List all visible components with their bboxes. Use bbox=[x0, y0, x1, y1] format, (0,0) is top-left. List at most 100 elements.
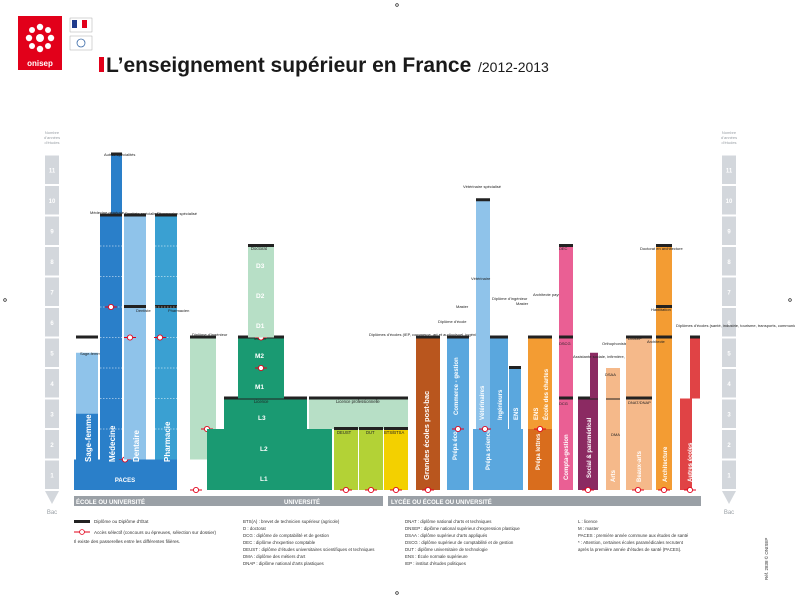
year-cell bbox=[722, 399, 736, 428]
year-cell bbox=[722, 369, 736, 398]
year-number: 1 bbox=[727, 473, 731, 479]
licence-label: Licence bbox=[254, 399, 269, 404]
pharmacie-cap-top bbox=[155, 213, 177, 217]
dcg-cap bbox=[559, 396, 573, 400]
l3-box bbox=[224, 398, 307, 429]
orthophoniste-label: Orthophoniste bbox=[602, 341, 628, 346]
year-cell bbox=[722, 430, 736, 459]
medecine-selective bbox=[107, 303, 115, 311]
architecte-paysagiste-label: Architecte paysagiste bbox=[533, 292, 572, 297]
ruler-caption: Nombre bbox=[45, 130, 60, 135]
social-label: Social & paramédical bbox=[587, 417, 593, 478]
legend-entry: BTS(A) : brevet de technicien supérieur … bbox=[243, 519, 340, 524]
ingenieurs-label: Ingénieurs bbox=[498, 389, 504, 420]
year-number: 7 bbox=[727, 290, 731, 296]
doctorat-archi-cap bbox=[656, 244, 672, 247]
year-cell bbox=[45, 430, 59, 459]
legend-entry: DNAT : diplôme national d’arts et techni… bbox=[405, 519, 492, 524]
d1-box bbox=[248, 307, 274, 338]
veterinaire-bar bbox=[476, 200, 490, 429]
dut-label: DUT bbox=[366, 430, 375, 435]
master-ens-label: Master bbox=[516, 301, 529, 306]
dentaire-mid bbox=[124, 215, 146, 307]
legend-entry: DUT : diplôme universitaire de technolog… bbox=[405, 547, 488, 552]
year-number: 1 bbox=[50, 473, 54, 479]
year-cell bbox=[722, 186, 736, 215]
ens-sciences-cap bbox=[509, 366, 521, 369]
dentaire-selective bbox=[126, 334, 134, 341]
architecte-cap bbox=[656, 335, 672, 339]
legend-entry: IEP : institut d’études politiques bbox=[405, 561, 467, 566]
m1-selective bbox=[257, 364, 265, 372]
legend-entry: PACES : première année commune aux étude… bbox=[578, 533, 689, 538]
ecole-chartes-label: École des chartes bbox=[542, 368, 550, 420]
autres-ecoles-label: Autres écoles bbox=[688, 442, 694, 482]
legend-selective: Accès sélectif (concours ou épreuves, sé… bbox=[94, 530, 217, 535]
band-lycee: LYCÉE OU ÉCOLE OU UNIVERSITÉ bbox=[391, 498, 492, 506]
beaux-arts-label: Beaux-arts bbox=[637, 450, 643, 482]
legend-entry: DEC : diplôme d’expertise comptable bbox=[243, 540, 316, 545]
year-cell bbox=[45, 338, 59, 367]
legend-entry: après la première année d’études de sant… bbox=[578, 547, 681, 552]
bts-box bbox=[384, 429, 408, 490]
medecine-bar bbox=[100, 307, 122, 460]
commerce-cap bbox=[447, 335, 469, 339]
l2-box bbox=[207, 429, 332, 460]
legend-diploma: Diplôme ou Diplôme d’État bbox=[94, 518, 149, 524]
pharmacie-mid-label: Pharmacien bbox=[168, 308, 189, 313]
ruler-caption: d’études bbox=[44, 140, 59, 145]
title-year: /2012-2013 bbox=[478, 59, 549, 75]
architecte-label: Architecte bbox=[647, 339, 666, 344]
legend-entry: M : master bbox=[578, 526, 599, 531]
legend-entry: L : licence bbox=[578, 519, 598, 524]
legend-abbreviations-1: BTS(A) : brevet de technicien supérieur … bbox=[243, 519, 375, 566]
pharmacie-selective bbox=[156, 334, 164, 341]
year-cell bbox=[722, 308, 736, 337]
m2-box bbox=[238, 337, 284, 368]
autres-ecoles-cap bbox=[690, 335, 700, 339]
medecine-label: Médecine bbox=[108, 425, 117, 462]
chart-area: PACES Sage-femme Sage-femme Autres spéciali… bbox=[74, 152, 795, 494]
legend-passerelles: Il existe des passerelles entre les diff… bbox=[74, 539, 180, 544]
legend-selective-icon bbox=[79, 529, 85, 535]
doctorat-label: Doctorat bbox=[251, 246, 268, 251]
dentaire-cap-top bbox=[124, 213, 146, 217]
brand-name: onisep bbox=[27, 59, 53, 68]
deust-selective bbox=[342, 486, 350, 494]
year-number: 3 bbox=[50, 412, 54, 418]
pharmacie-bar bbox=[155, 307, 177, 460]
pharmacie-top-label: Pharmacien spécialisé bbox=[157, 211, 198, 216]
beaux-arts-bar bbox=[626, 398, 652, 490]
year-cell bbox=[45, 369, 59, 398]
dut-cap bbox=[359, 427, 383, 430]
autres-ecoles-top bbox=[690, 337, 700, 399]
ingenieurs-bar bbox=[490, 337, 508, 429]
social-selective bbox=[584, 486, 592, 494]
dec-cap bbox=[559, 244, 573, 247]
year-cell bbox=[722, 460, 736, 489]
master-commerce-label: Master bbox=[456, 304, 469, 309]
prepa-lettres-selective bbox=[536, 425, 544, 433]
dscg-cap bbox=[559, 335, 573, 339]
year-number: 7 bbox=[50, 290, 54, 296]
year-cell bbox=[45, 399, 59, 428]
dnat-label: DNAT/DNAP bbox=[628, 400, 651, 405]
legend-entry: D : doctorat bbox=[243, 526, 266, 531]
dnsep-bar bbox=[626, 337, 652, 399]
doctorat-cap bbox=[248, 244, 274, 247]
legend-entry: DNSEP : diplôme national supérieur d’exp… bbox=[405, 526, 520, 531]
bottom-bands: ÉCOLE OU UNIVERSITÉ UNIVERSITÉ LYCÉE OU … bbox=[74, 496, 701, 506]
year-number: 3 bbox=[727, 412, 731, 418]
legend-entry: DSCG : diplôme supérieur de comptabilité… bbox=[405, 540, 514, 545]
year-number: 8 bbox=[727, 260, 731, 266]
medecine-cap-mid bbox=[100, 213, 122, 217]
l1-box bbox=[207, 459, 332, 490]
ingenieurs-cap bbox=[490, 335, 508, 339]
l2-label: L2 bbox=[260, 446, 268, 453]
bts-label: BTS/BTSA bbox=[384, 430, 404, 435]
autres-diplomes-label: Diplômes d’écoles (santé, industrie, tou… bbox=[676, 323, 795, 328]
ens-lettres-label: ENS bbox=[534, 408, 540, 420]
ens-sciences-bar bbox=[509, 368, 521, 429]
commerce-box bbox=[447, 337, 469, 429]
compta-bar bbox=[559, 246, 573, 490]
